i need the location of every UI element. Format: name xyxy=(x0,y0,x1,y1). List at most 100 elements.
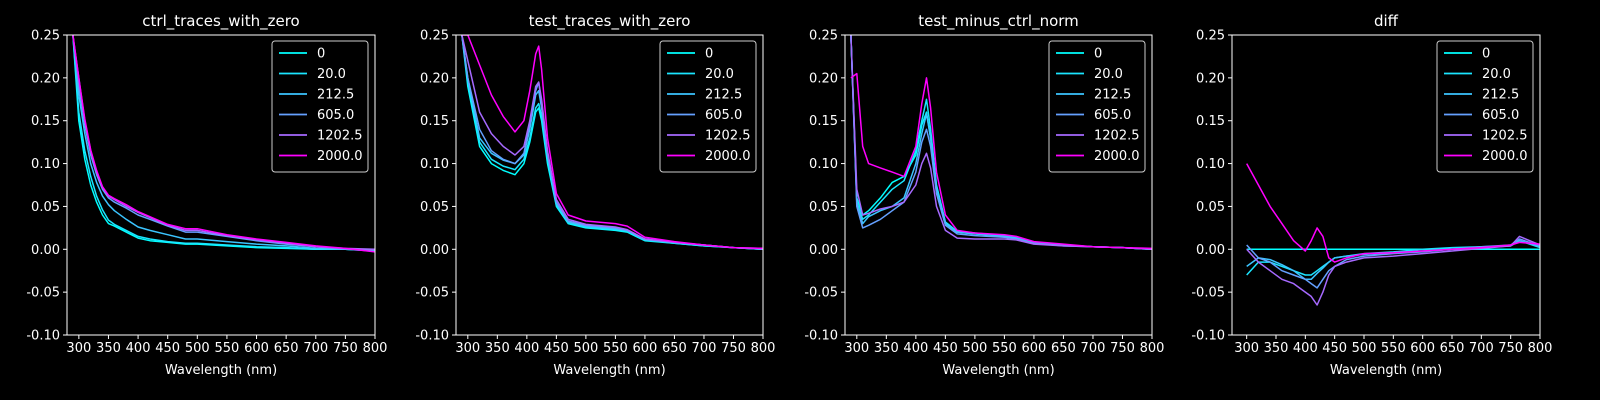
y-tick-label: 0.10 xyxy=(809,157,838,172)
y-tick-label: -0.10 xyxy=(26,329,60,344)
x-tick-label: 450 xyxy=(544,341,569,356)
legend: 0 20.0 212.5 605.0 1202.5 2000.0 xyxy=(271,40,369,173)
x-axis-label: Wavelength (nm) xyxy=(165,363,277,378)
x-tick-label: 550 xyxy=(992,341,1017,356)
y-tick-label: -0.05 xyxy=(1191,286,1225,301)
legend-label: 2000.0 xyxy=(705,149,751,164)
x-tick-label: 600 xyxy=(244,341,269,356)
series-line-1202.5 xyxy=(461,35,763,250)
x-tick-label: 750 xyxy=(333,341,358,356)
legend-label: 1202.5 xyxy=(317,129,363,144)
plot-area xyxy=(1246,163,1540,306)
x-tick-label: 550 xyxy=(1381,341,1406,356)
x-tick-label: 700 xyxy=(1469,341,1494,356)
legend: 0 20.0 212.5 605.0 1202.5 2000.0 xyxy=(1436,40,1534,173)
x-tick-label: 600 xyxy=(633,341,658,356)
legend-label: 212.5 xyxy=(317,88,354,103)
x-tick-label: 750 xyxy=(1498,341,1523,356)
y-tick-label: -0.05 xyxy=(804,286,838,301)
chart-title: ctrl_traces_with_zero xyxy=(142,12,299,31)
x-tick-label: 300 xyxy=(66,341,91,356)
y-tick-label: 0.00 xyxy=(1196,243,1225,258)
series-line-605.0 xyxy=(72,35,375,251)
legend-label: 605.0 xyxy=(705,108,742,123)
y-tick-label: 0.05 xyxy=(420,200,449,215)
y-tick-label: 0.05 xyxy=(809,200,838,215)
y-tick-label: 0.10 xyxy=(31,157,60,172)
chart-panel-2: test_traces_with_zero 300 350 400 450 500 550 6… xyxy=(415,12,775,378)
y-tick-label: 0.15 xyxy=(1196,114,1225,129)
legend-label: 605.0 xyxy=(1482,108,1519,123)
x-tick-label: 350 xyxy=(485,341,510,356)
legend-label: 2000.0 xyxy=(1482,149,1528,164)
series-line-20.0 xyxy=(72,35,375,252)
series-line-1202.5 xyxy=(850,35,1152,251)
x-tick-label: 400 xyxy=(1293,341,1318,356)
x-tick-label: 300 xyxy=(455,341,480,356)
plot-area xyxy=(72,35,375,253)
x-tick-label: 700 xyxy=(692,341,717,356)
y-tick-label: 0.25 xyxy=(1196,29,1225,44)
legend-label: 1202.5 xyxy=(1482,129,1528,144)
x-tick-label: 650 xyxy=(274,341,299,356)
legend: 0 20.0 212.5 605.0 1202.5 2000.0 xyxy=(659,40,757,173)
legend-label: 605.0 xyxy=(317,108,354,123)
x-tick-label: 350 xyxy=(96,341,121,356)
legend-label: 1202.5 xyxy=(705,129,751,144)
legend-label: 20.0 xyxy=(1094,67,1123,82)
x-tick-label: 450 xyxy=(1322,341,1347,356)
x-tick-label: 800 xyxy=(363,341,388,356)
x-tick-label: 300 xyxy=(1234,341,1259,356)
x-tick-label: 500 xyxy=(573,341,598,356)
y-tick-label: 0.10 xyxy=(1196,157,1225,172)
chart-title: test_minus_ctrl_norm xyxy=(918,12,1079,31)
y-tick-label: 0.20 xyxy=(809,71,838,86)
legend-label: 0 xyxy=(1094,47,1102,62)
series-line-212.5 xyxy=(72,35,375,251)
x-tick-label: 400 xyxy=(126,341,151,356)
legend-label: 212.5 xyxy=(1482,88,1519,103)
x-tick-label: 550 xyxy=(603,341,628,356)
x-tick-label: 350 xyxy=(1264,341,1289,356)
chart-panel-4: diff 300 350 400 450 500 550 600 650 700 750 800 -0.… xyxy=(1191,12,1552,378)
x-tick-label: 550 xyxy=(215,341,240,356)
x-tick-label: 700 xyxy=(303,341,328,356)
x-tick-label: 600 xyxy=(1022,341,1047,356)
legend-label: 2000.0 xyxy=(1094,149,1140,164)
chart-panel-1: ctrl_traces_with_zero 300 350 400 450 500 550 6… xyxy=(26,12,387,378)
chart-title: test_traces_with_zero xyxy=(529,12,691,31)
x-tick-label: 700 xyxy=(1081,341,1106,356)
y-tick-label: -0.10 xyxy=(1191,329,1225,344)
legend-label: 20.0 xyxy=(1482,67,1511,82)
axes-frame xyxy=(66,34,376,336)
chart-title: diff xyxy=(1374,12,1399,30)
x-tick-label: 350 xyxy=(874,341,899,356)
legend-label: 20.0 xyxy=(317,67,346,82)
y-tick-label: 0.15 xyxy=(31,114,60,129)
series-line-2000.0 xyxy=(1246,163,1540,263)
plot-area xyxy=(850,35,1152,251)
series-line-0 xyxy=(72,35,375,252)
x-tick-label: 500 xyxy=(185,341,210,356)
y-tick-label: 0.05 xyxy=(31,200,60,215)
y-tick-label: -0.05 xyxy=(26,286,60,301)
x-tick-label: 500 xyxy=(962,341,987,356)
legend-label: 0 xyxy=(1482,47,1490,62)
y-tick-label: 0.00 xyxy=(809,243,838,258)
x-tick-label: 650 xyxy=(1051,341,1076,356)
y-tick-label: 0.25 xyxy=(809,29,838,44)
series-line-1202.5 xyxy=(1246,235,1540,306)
x-axis-label: Wavelength (nm) xyxy=(1330,363,1442,378)
y-tick-label: 0.25 xyxy=(420,29,449,44)
legend-label: 2000.0 xyxy=(317,149,363,164)
x-tick-label: 400 xyxy=(903,341,928,356)
x-axis-label: Wavelength (nm) xyxy=(942,363,1054,378)
series-line-2000.0 xyxy=(850,72,1152,250)
y-tick-label: 0.00 xyxy=(31,243,60,258)
y-tick-label: -0.10 xyxy=(415,329,449,344)
legend-label: 0 xyxy=(317,47,325,62)
x-tick-label: 500 xyxy=(1352,341,1377,356)
y-tick-label: -0.05 xyxy=(415,286,449,301)
x-tick-label: 300 xyxy=(844,341,869,356)
